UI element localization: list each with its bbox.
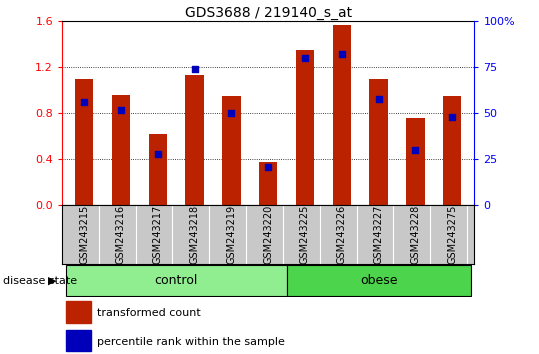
Text: GSM243217: GSM243217 xyxy=(153,205,163,264)
Bar xyxy=(149,134,167,205)
Text: GSM243226: GSM243226 xyxy=(337,205,347,264)
Bar xyxy=(222,96,240,205)
Text: GSM243215: GSM243215 xyxy=(79,205,89,264)
Bar xyxy=(112,95,130,205)
Bar xyxy=(443,96,461,205)
Text: GSM243219: GSM243219 xyxy=(226,205,236,264)
Point xyxy=(227,110,236,116)
Point xyxy=(411,147,420,153)
Text: GSM243218: GSM243218 xyxy=(190,205,199,264)
Text: GSM243216: GSM243216 xyxy=(116,205,126,264)
Text: disease state: disease state xyxy=(3,275,77,286)
Text: GSM243225: GSM243225 xyxy=(300,205,310,264)
Bar xyxy=(259,161,278,205)
Title: GDS3688 / 219140_s_at: GDS3688 / 219140_s_at xyxy=(184,6,352,20)
Bar xyxy=(66,330,91,351)
Bar xyxy=(66,301,91,323)
Bar xyxy=(369,79,388,205)
Point xyxy=(154,151,162,156)
Bar xyxy=(296,50,314,205)
Bar xyxy=(185,75,204,205)
Point xyxy=(264,164,273,170)
Text: GSM243275: GSM243275 xyxy=(447,205,457,264)
Point xyxy=(190,66,199,72)
Point xyxy=(116,107,125,113)
Point xyxy=(448,114,457,120)
Bar xyxy=(406,118,425,205)
Text: ▶: ▶ xyxy=(48,275,57,286)
Point xyxy=(374,96,383,101)
Point xyxy=(80,99,88,105)
Bar xyxy=(75,79,93,205)
FancyBboxPatch shape xyxy=(287,266,471,296)
Text: GSM243227: GSM243227 xyxy=(374,205,384,264)
Text: percentile rank within the sample: percentile rank within the sample xyxy=(97,337,285,347)
Text: transformed count: transformed count xyxy=(97,308,201,318)
Text: GSM243228: GSM243228 xyxy=(410,205,420,264)
FancyBboxPatch shape xyxy=(66,266,287,296)
Bar xyxy=(333,25,351,205)
Point xyxy=(301,55,309,61)
Text: GSM243220: GSM243220 xyxy=(263,205,273,264)
Text: obese: obese xyxy=(360,274,397,287)
Point xyxy=(337,52,346,57)
Text: control: control xyxy=(155,274,198,287)
